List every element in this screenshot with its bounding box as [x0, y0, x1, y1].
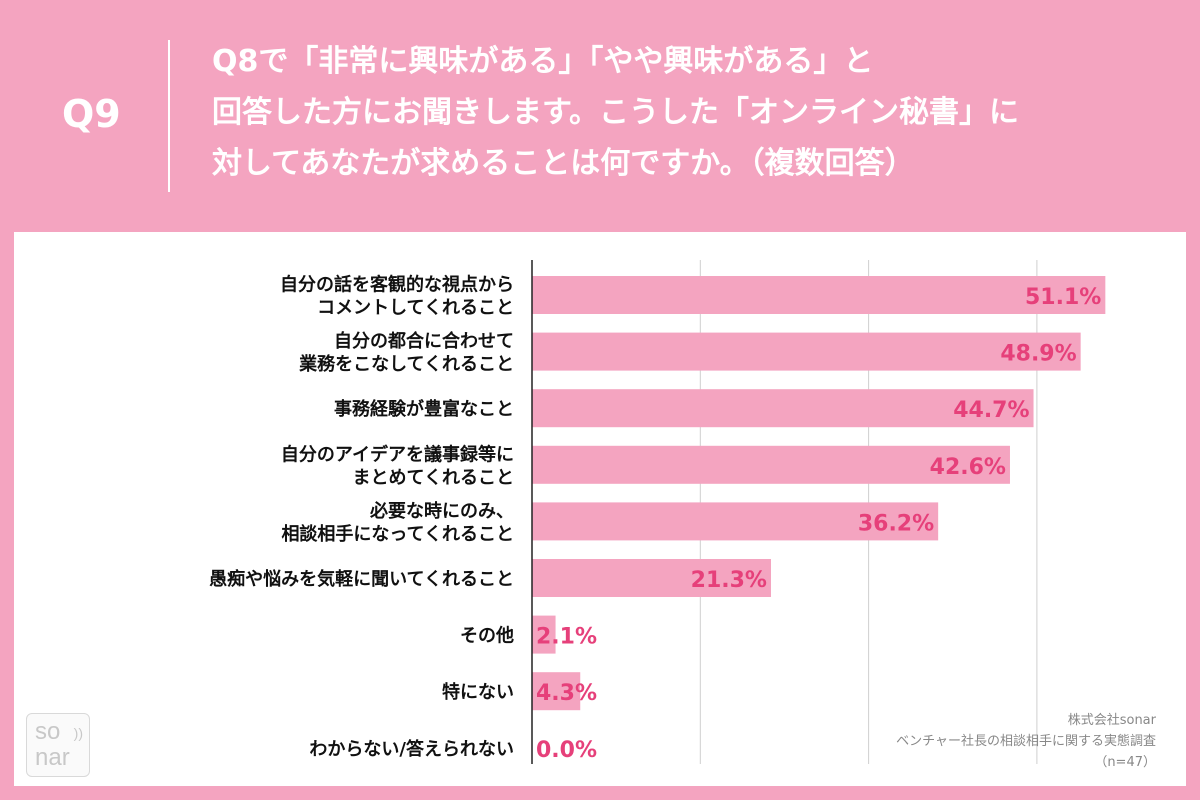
category-label: 業務をこなしてくれること [298, 353, 514, 375]
category-label: まとめてくれること [353, 467, 514, 488]
data-label: 48.9% [1000, 342, 1076, 367]
bar [532, 445, 1010, 484]
header-divider [168, 40, 170, 192]
category-label: 愚痴や悩みを気軽に聞いてくれること [209, 568, 514, 590]
logo-wave-icon: )) [73, 725, 83, 741]
data-label: 2.1% [536, 625, 597, 650]
bar [532, 615, 556, 654]
category-label: その他 [460, 625, 514, 647]
data-label: 21.3% [691, 568, 767, 593]
data-label: 44.7% [953, 398, 1029, 423]
category-label: 特にない [442, 681, 514, 703]
category-label: 必要な時にのみ、 [369, 500, 514, 522]
bar [532, 332, 1081, 371]
data-label: 0.0% [536, 738, 597, 763]
source-company: 株式会社sonar [1067, 713, 1156, 728]
source-survey: ベンチャー社長の相談相手に関する実態調査 [896, 734, 1156, 749]
category-label: 事務経験が豊富なこと [334, 398, 514, 420]
data-label: 42.6% [930, 455, 1006, 480]
bar [532, 389, 1034, 428]
question-line-3: 対してあなたが求めることは何ですか。（複数回答） [212, 146, 915, 181]
category-label: 相談相手になってくれること [281, 523, 514, 545]
data-label: 4.3% [536, 681, 597, 706]
data-label: 51.1% [1025, 285, 1101, 310]
bar [532, 559, 771, 597]
question-number: Q9 [62, 92, 121, 136]
source-sample: （n=47） [1094, 755, 1156, 770]
data-label: 36.2% [858, 511, 934, 536]
chart-panel: 51.1% 自分の話を客観的な視点から コメントしてくれること 48.9% 自分の都合に… [14, 232, 1186, 786]
category-label: コメントしてくれること [317, 298, 514, 319]
bar [532, 276, 1106, 314]
source-note: 株式会社sonar ベンチャー社長の相談相手に関する実態調査 （n=47） [896, 710, 1156, 773]
question-text: Q8で「非常に興味がある」「やや興味がある」と 回答した方にお聞きします。こうし… [212, 36, 1172, 189]
logo-text-top: so [35, 718, 61, 745]
category-label: わからない/答えられない [309, 738, 514, 760]
bar [532, 672, 581, 711]
bar [532, 502, 939, 541]
sonar-logo: )) so nar [26, 713, 90, 777]
header: Q9 Q8で「非常に興味がある」「やや興味がある」と 回答した方にお聞きします。… [0, 0, 1200, 225]
category-label: 自分の都合に合わせて [334, 330, 514, 352]
category-label: 自分のアイデアを議事録等に [281, 443, 514, 465]
question-line-2: 回答した方にお聞きします。こうした「オンライン秘書」に [212, 95, 1019, 130]
logo-text-bottom: nar [35, 744, 70, 771]
category-label: 自分の話を客観的な視点から [280, 274, 514, 296]
question-line-1: Q8で「非常に興味がある」「やや興味がある」と [212, 44, 874, 79]
